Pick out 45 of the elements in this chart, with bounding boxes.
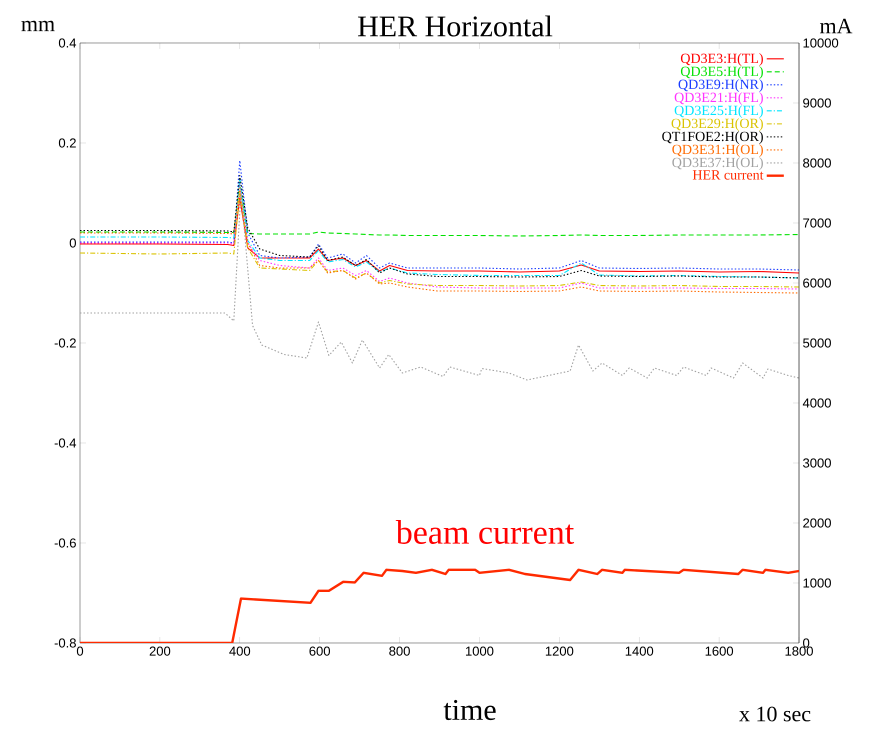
y2-tick-label: 8000 (803, 158, 831, 168)
legend-label: QD3E21:H(FL) (674, 92, 763, 105)
x-axis-title: time (444, 700, 496, 720)
y-tick-label: -0.2 (54, 338, 76, 348)
chart-title: HER Horizontal (358, 15, 552, 37)
legend-label: QD3E31:H(OL) (672, 144, 763, 157)
line-series (80, 190, 800, 381)
y-tick-label: 0 (70, 238, 76, 248)
y2-axis-title: mA (820, 18, 852, 34)
x-tick-label: 1600 (706, 646, 734, 656)
legend-label: QD3E25:H(FL) (674, 105, 763, 118)
x-tick-label: 600 (309, 646, 330, 656)
y2-tick-label: 6000 (803, 278, 831, 288)
x-tick-label: 0 (76, 646, 84, 656)
y2-tick-label: 9000 (803, 98, 831, 108)
legend-label: QD3E9:H(NR) (678, 79, 763, 92)
y-tick-label: -0.4 (54, 438, 76, 448)
y-tick-label: -0.6 (54, 538, 76, 548)
y2-tick-label: 1000 (804, 578, 831, 588)
legend-label: QD3E3:H(TL) (680, 53, 763, 66)
y-tick-label: -0.8 (54, 638, 76, 648)
text: x 10 sec (739, 706, 810, 722)
x-tick-label: 200 (150, 646, 170, 656)
x-tick-label: 1000 (466, 646, 494, 656)
legend-label: QD3E37:H(OL) (672, 157, 763, 170)
y2-tick-label: 2000 (803, 518, 831, 528)
legend-label: QD3E29:H(OR) (672, 118, 763, 131)
annotation: beam current (396, 520, 574, 544)
x-tick-label: 400 (229, 646, 250, 656)
y2-tick-label: 10000 (804, 38, 838, 48)
y2-tick-label: 7000 (803, 218, 831, 228)
y2-tick-label: 4000 (802, 398, 831, 408)
legend-label: QD3E5:H(TL) (680, 66, 763, 79)
y2-tick-label: 3000 (803, 458, 831, 468)
y-tick-label: 0.2 (58, 138, 76, 148)
y2-tick-label: 0 (803, 638, 810, 648)
x-tick-label: 1200 (546, 646, 574, 656)
legend-label: QT1FOE2:H(OR) (662, 131, 763, 144)
y-axis-title: mm (21, 20, 55, 32)
y-tick-label: 0.4 (58, 38, 76, 48)
x-tick-label: 1800 (786, 646, 813, 656)
legend-label: HER current (692, 170, 764, 180)
x-tick-label: 800 (389, 646, 410, 656)
y2-tick-label: 5000 (803, 338, 831, 348)
x-tick-label: 1400 (626, 646, 654, 656)
